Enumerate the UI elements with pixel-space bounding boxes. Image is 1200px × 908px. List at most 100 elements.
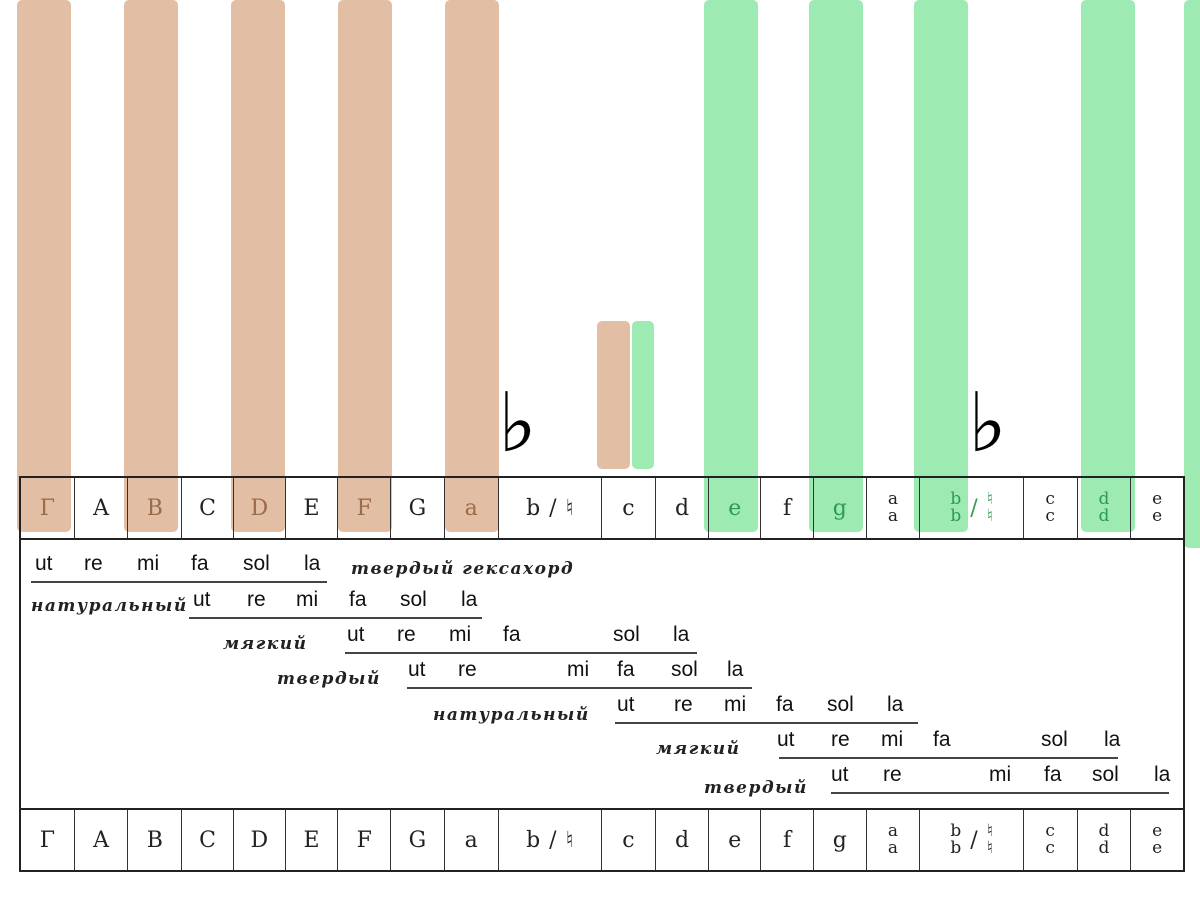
bottom-note-5: E	[286, 810, 339, 870]
bottom-note-2: B	[128, 810, 183, 870]
syllable-la: la	[461, 588, 478, 611]
note-label-bottom: b	[950, 506, 962, 526]
note-label: e	[728, 495, 742, 521]
note-label: Γ	[39, 495, 55, 521]
syllable-ut: ut	[347, 623, 365, 646]
note-label-bottom: ♮	[986, 838, 993, 858]
syllable-sol: sol	[1092, 763, 1119, 786]
top-note-16: b b / ♮ ♮	[920, 478, 1024, 538]
syllable-mi: mi	[881, 728, 904, 751]
note-label: ♮	[565, 827, 574, 853]
note-label: d	[675, 495, 690, 521]
top-note-10: c	[602, 478, 656, 538]
syllable-la: la	[887, 693, 904, 716]
bottom-note-9: b / ♮	[499, 810, 602, 870]
note-label: Γ	[39, 827, 55, 853]
note-label-bottom: ♮	[986, 506, 993, 526]
hexachord-label: натуральный	[433, 705, 590, 725]
syllable-fa: fa	[617, 658, 635, 681]
syllable-re: re	[84, 552, 103, 575]
band-a	[445, 0, 499, 532]
syllable-la: la	[304, 552, 321, 575]
syllable-sol: sol	[243, 552, 270, 575]
note-label: c	[622, 827, 635, 853]
hexachord-label: твердый гексахорд	[351, 559, 575, 579]
bottom-note-13: f	[761, 810, 814, 870]
note-label-bottom: d	[1098, 506, 1110, 526]
top-note-11: d	[656, 478, 710, 538]
syllable-ut: ut	[193, 588, 211, 611]
syllable-sol: sol	[827, 693, 854, 716]
bottom-note-11: d	[656, 810, 710, 870]
bottom-note-16: b b / ♮ ♮	[920, 810, 1024, 870]
band-F	[338, 0, 392, 532]
syllable-mi: mi	[989, 763, 1012, 786]
hexachord-underline	[831, 792, 1169, 794]
bottom-note-7: G	[391, 810, 445, 870]
note-label: f	[782, 827, 792, 853]
syllable-re: re	[458, 658, 477, 681]
top-note-4: D	[234, 478, 286, 538]
syllable-re: re	[247, 588, 266, 611]
note-pair: b / ♮	[526, 496, 573, 521]
note-label: a	[464, 495, 478, 521]
top-note-3: C	[182, 478, 234, 538]
bottom-note-8: a	[445, 810, 499, 870]
flat-symbol-1: ♭	[498, 375, 537, 471]
note-label-top: c	[1045, 821, 1055, 841]
syllable-re: re	[883, 763, 902, 786]
syllable-fa: fa	[349, 588, 367, 611]
note-separator: /	[970, 495, 978, 521]
note-label: E	[303, 495, 320, 521]
note-label-bottom: b	[950, 838, 962, 858]
band-B	[124, 0, 178, 532]
note-label: g	[832, 495, 847, 521]
syllable-fa: fa	[776, 693, 794, 716]
syllable-fa: fa	[503, 623, 521, 646]
note-label: e	[728, 827, 742, 853]
note-label: B	[146, 827, 163, 853]
note-label: b	[526, 495, 541, 521]
note-label: A	[93, 495, 110, 521]
syllable-sol: sol	[1041, 728, 1068, 751]
bottom-note-1: A	[75, 810, 129, 870]
note-label: G	[408, 827, 427, 853]
hexachord-table: ut re mi fa sol la твердый гексахорд ut re mi fa so…	[19, 540, 1185, 810]
note-label: D	[250, 827, 269, 853]
note-label-top: d	[1098, 821, 1110, 841]
note-pair: b b / ♮ ♮	[950, 491, 992, 525]
bottom-note-12: e	[709, 810, 762, 870]
note-label-bottom: c	[1045, 838, 1055, 858]
syllable-ut: ut	[35, 552, 53, 575]
syllable-sol: sol	[400, 588, 427, 611]
syllable-sol: sol	[613, 623, 640, 646]
syllable-re: re	[674, 693, 693, 716]
note-label: C	[199, 827, 216, 853]
bottom-note-3: C	[182, 810, 234, 870]
hexachord-underline	[615, 722, 918, 724]
note-label: ♮	[565, 495, 574, 521]
note-label: B	[146, 495, 163, 521]
syllable-mi: mi	[296, 588, 319, 611]
top-note-12: e	[709, 478, 762, 538]
note-label-top: b	[950, 489, 962, 509]
top-note-13: f	[761, 478, 814, 538]
hexachord-label: мягкий	[223, 634, 308, 654]
note-label: b	[526, 827, 541, 853]
band-g	[809, 0, 863, 532]
note-label-bottom: e	[1152, 838, 1163, 858]
band-c-short	[597, 321, 630, 469]
top-note-9: b / ♮	[499, 478, 602, 538]
